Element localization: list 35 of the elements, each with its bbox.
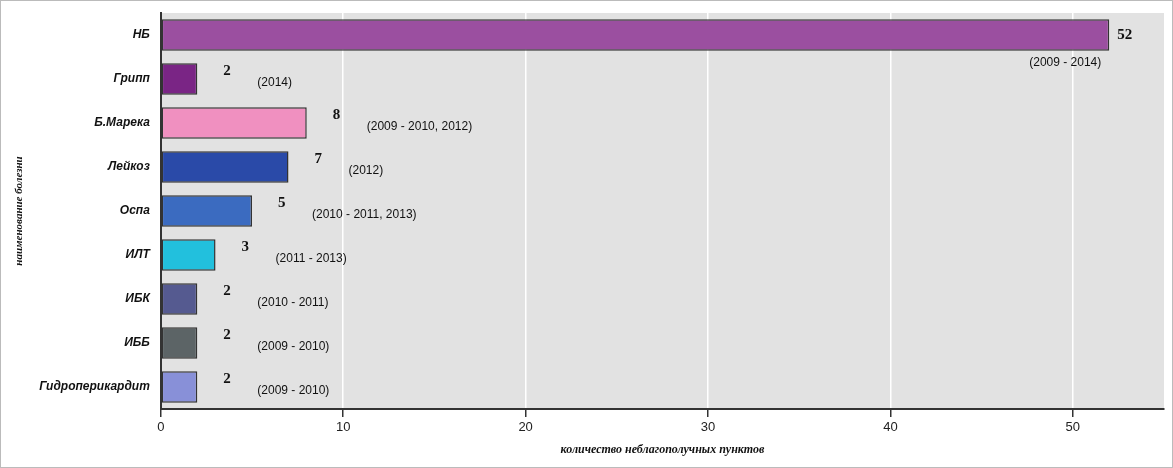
data-label: 2	[223, 61, 231, 78]
annotation: (2010 - 2011)	[257, 295, 329, 310]
data-label: 3	[241, 237, 250, 254]
y-tick-label: Б.Марека	[94, 115, 151, 130]
annotation: (2014)	[257, 75, 292, 90]
y-tick-label: Оспа	[119, 203, 151, 218]
y-tick-label: Лейкоз	[107, 159, 150, 174]
y-tick-label: Грипп	[113, 71, 151, 86]
data-label: 2	[223, 369, 231, 386]
annotation: (2011 - 2013)	[275, 251, 347, 266]
data-label: 5	[278, 193, 286, 210]
y-tick-label: Гидроперикардит	[39, 379, 151, 394]
x-tick-label: 30	[700, 419, 716, 435]
x-tick-label: 0	[157, 419, 165, 435]
annotation: (2012)	[348, 163, 384, 178]
annotation: (2009 - 2014)	[1029, 55, 1102, 70]
data-label: 52	[1117, 25, 1133, 42]
y-tick-label: НБ	[132, 27, 151, 42]
x-tick-label: 10	[335, 419, 351, 435]
y-tick-label: ИЛТ	[125, 247, 152, 262]
y-tick-label: ИБК	[125, 291, 152, 306]
annotation: (2009 - 2010, 2012)	[366, 119, 473, 134]
data-label: 7	[314, 149, 323, 166]
annotation: (2009 - 2010)	[257, 383, 330, 398]
data-label: 8	[332, 105, 341, 122]
x-tick-label: 40	[883, 419, 898, 435]
y-tick-label: ИББ	[124, 335, 151, 350]
x-axis-title: количество неблагополучных пунктов	[560, 441, 765, 456]
y-axis-title: наименование болезни	[12, 156, 25, 266]
data-label: 2	[223, 281, 231, 298]
x-tick-label: 20	[518, 419, 533, 435]
x-tick-label: 50	[1065, 419, 1081, 435]
annotation: (2009 - 2010)	[257, 339, 330, 354]
data-label: 2	[223, 325, 231, 342]
annotation: (2010 - 2011, 2013)	[312, 207, 417, 222]
